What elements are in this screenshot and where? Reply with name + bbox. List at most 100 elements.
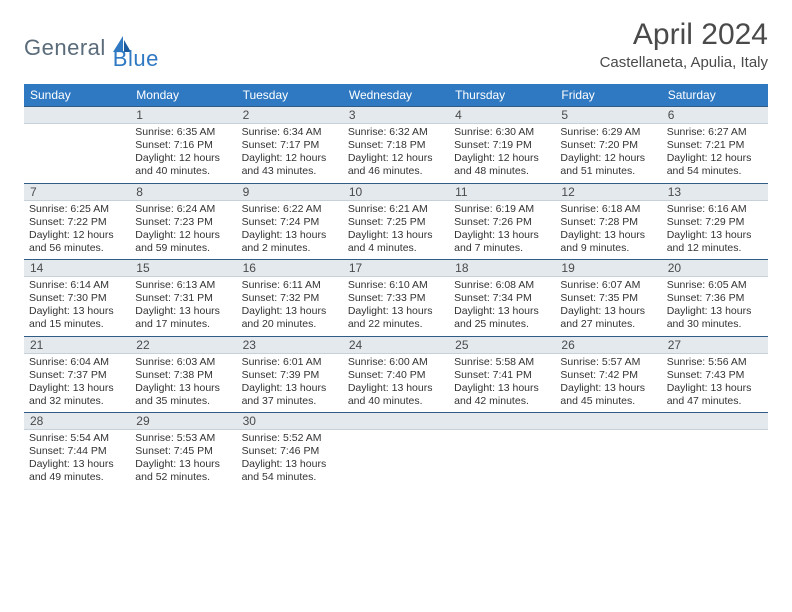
daylight-line: Daylight: 13 hours and 7 minutes. xyxy=(454,229,550,255)
day-cell: Sunrise: 6:13 AMSunset: 7:31 PMDaylight:… xyxy=(130,277,236,336)
day-cell: Sunrise: 6:18 AMSunset: 7:28 PMDaylight:… xyxy=(555,201,661,260)
day-number: 27 xyxy=(662,336,768,354)
sunrise-line: Sunrise: 6:07 AM xyxy=(560,279,656,292)
day-cell xyxy=(343,430,449,489)
sunset-line: Sunset: 7:34 PM xyxy=(454,292,550,305)
day-cell: Sunrise: 6:11 AMSunset: 7:32 PMDaylight:… xyxy=(237,277,343,336)
day-content-row: Sunrise: 6:14 AMSunset: 7:30 PMDaylight:… xyxy=(24,277,768,336)
sunset-line: Sunset: 7:25 PM xyxy=(348,216,444,229)
daylight-line: Daylight: 13 hours and 47 minutes. xyxy=(667,382,763,408)
day-number-empty xyxy=(555,412,661,430)
weekday-header-cell: Monday xyxy=(130,84,236,106)
day-cell: Sunrise: 6:27 AMSunset: 7:21 PMDaylight:… xyxy=(662,124,768,183)
day-number: 5 xyxy=(555,106,661,124)
day-number: 26 xyxy=(555,336,661,354)
logo-text-general: General xyxy=(24,35,106,61)
day-content-row: Sunrise: 6:04 AMSunset: 7:37 PM Daylight:… xyxy=(24,354,768,413)
day-number: 12 xyxy=(555,183,661,201)
daylight-line: Daylight: 13 hours and 49 minutes. xyxy=(29,458,125,484)
weekday-header-cell: Tuesday xyxy=(237,84,343,106)
day-cell: Sunrise: 6:16 AMSunset: 7:29 PMDaylight:… xyxy=(662,201,768,260)
sunset-line: Sunset: 7:41 PM xyxy=(454,369,550,382)
day-number-row: 14151617181920 xyxy=(24,259,768,277)
weekday-header-cell: Wednesday xyxy=(343,84,449,106)
month-title: April 2024 xyxy=(600,18,768,52)
daylight-line: Daylight: 12 hours and 51 minutes. xyxy=(560,152,656,178)
day-number: 6 xyxy=(662,106,768,124)
day-cell xyxy=(24,124,130,183)
sunrise-line: Sunrise: 6:01 AM xyxy=(242,356,338,369)
daylight-line: Daylight: 13 hours and 27 minutes. xyxy=(560,305,656,331)
sunrise-line: Sunrise: 6:03 AM xyxy=(135,356,231,369)
daylight-line: Daylight: 12 hours and 59 minutes. xyxy=(135,229,231,255)
daylight-line: Daylight: 13 hours and 37 minutes. xyxy=(242,382,338,408)
daylight-line: Daylight: 13 hours and 25 minutes. xyxy=(454,305,550,331)
sunset-line: Sunset: 7:38 PM xyxy=(135,369,231,382)
day-cell xyxy=(555,430,661,489)
day-number: 7 xyxy=(24,183,130,201)
day-cell: Sunrise: 6:00 AMSunset: 7:40 PMDaylight:… xyxy=(343,354,449,413)
sunset-line: Sunset: 7:37 PM xyxy=(29,369,125,382)
day-cell: Sunrise: 6:14 AMSunset: 7:30 PMDaylight:… xyxy=(24,277,130,336)
day-number-empty xyxy=(24,106,130,124)
day-cell: Sunrise: 6:07 AMSunset: 7:35 PMDaylight:… xyxy=(555,277,661,336)
sunrise-line: Sunrise: 6:22 AM xyxy=(242,203,338,216)
day-number: 4 xyxy=(449,106,555,124)
sunrise-line: Sunrise: 6:14 AM xyxy=(29,279,125,292)
day-cell xyxy=(662,430,768,489)
day-cell: Sunrise: 5:54 AMSunset: 7:44 PMDaylight:… xyxy=(24,430,130,489)
day-number: 22 xyxy=(130,336,236,354)
daylight-line: Daylight: 13 hours and 4 minutes. xyxy=(348,229,444,255)
day-number: 9 xyxy=(237,183,343,201)
day-cell: Sunrise: 6:22 AMSunset: 7:24 PMDaylight:… xyxy=(237,201,343,260)
day-number: 29 xyxy=(130,412,236,430)
sunset-line: Sunset: 7:46 PM xyxy=(242,445,338,458)
day-number-row: 282930 xyxy=(24,412,768,430)
weeks-container: 12 3456 Sunrise: 6:35 AMSunset: 7:16 PMDay… xyxy=(24,106,768,489)
sunrise-line: Sunrise: 5:57 AM xyxy=(560,356,656,369)
sunrise-line: Sunrise: 6:32 AM xyxy=(348,126,444,139)
daylight-line: Daylight: 13 hours and 42 minutes. xyxy=(454,382,550,408)
sunset-line: Sunset: 7:42 PM xyxy=(560,369,656,382)
day-cell: Sunrise: 5:52 AMSunset: 7:46 PMDaylight:… xyxy=(237,430,343,489)
day-number-empty xyxy=(343,412,449,430)
daylight-line: Daylight: 13 hours and 30 minutes. xyxy=(667,305,763,331)
logo-text-blue: Blue xyxy=(113,46,159,72)
sunrise-line: Sunrise: 6:05 AM xyxy=(667,279,763,292)
page-header: General Blue April 2024 Castellaneta, Ap… xyxy=(24,18,768,72)
sunrise-line: Sunrise: 6:29 AM xyxy=(560,126,656,139)
day-number: 16 xyxy=(237,259,343,277)
daylight-line: Daylight: 12 hours and 43 minutes. xyxy=(242,152,338,178)
day-number: 30 xyxy=(237,412,343,430)
day-cell: Sunrise: 5:56 AMSunset: 7:43 PMDaylight:… xyxy=(662,354,768,413)
day-cell: Sunrise: 6:21 AMSunset: 7:25 PMDaylight:… xyxy=(343,201,449,260)
day-number: 13 xyxy=(662,183,768,201)
daylight-line: Daylight: 12 hours and 48 minutes. xyxy=(454,152,550,178)
sunset-line: Sunset: 7:28 PM xyxy=(560,216,656,229)
daylight-line: Daylight: 13 hours and 40 minutes. xyxy=(348,382,444,408)
day-content-row: Sunrise: 5:54 AMSunset: 7:44 PMDaylight:… xyxy=(24,430,768,489)
sunrise-line: Sunrise: 6:13 AM xyxy=(135,279,231,292)
daylight-line: Daylight: 12 hours and 46 minutes. xyxy=(348,152,444,178)
day-content-row: Sunrise: 6:35 AMSunset: 7:16 PMDaylight:… xyxy=(24,124,768,183)
day-number: 14 xyxy=(24,259,130,277)
weekday-header-cell: Friday xyxy=(555,84,661,106)
day-cell: Sunrise: 6:35 AMSunset: 7:16 PMDaylight:… xyxy=(130,124,236,183)
day-cell xyxy=(449,430,555,489)
sunrise-line: Sunrise: 6:04 AM xyxy=(29,356,125,369)
day-cell: Sunrise: 6:05 AMSunset: 7:36 PMDaylight:… xyxy=(662,277,768,336)
day-number: 17 xyxy=(343,259,449,277)
sunset-line: Sunset: 7:21 PM xyxy=(667,139,763,152)
day-number: 23 xyxy=(237,336,343,354)
day-cell: Sunrise: 5:57 AMSunset: 7:42 PMDaylight:… xyxy=(555,354,661,413)
day-content-row: Sunrise: 6:25 AMSunset: 7:22 PMDaylight:… xyxy=(24,201,768,260)
sunrise-line: Sunrise: 5:56 AM xyxy=(667,356,763,369)
sunrise-line: Sunrise: 6:16 AM xyxy=(667,203,763,216)
sunrise-line: Sunrise: 6:34 AM xyxy=(242,126,338,139)
day-number: 25 xyxy=(449,336,555,354)
sunset-line: Sunset: 7:45 PM xyxy=(135,445,231,458)
day-cell: Sunrise: 5:53 AMSunset: 7:45 PMDaylight:… xyxy=(130,430,236,489)
sunrise-line: Sunrise: 5:54 AM xyxy=(29,432,125,445)
logo: General Blue xyxy=(24,24,159,72)
day-number: 3 xyxy=(343,106,449,124)
